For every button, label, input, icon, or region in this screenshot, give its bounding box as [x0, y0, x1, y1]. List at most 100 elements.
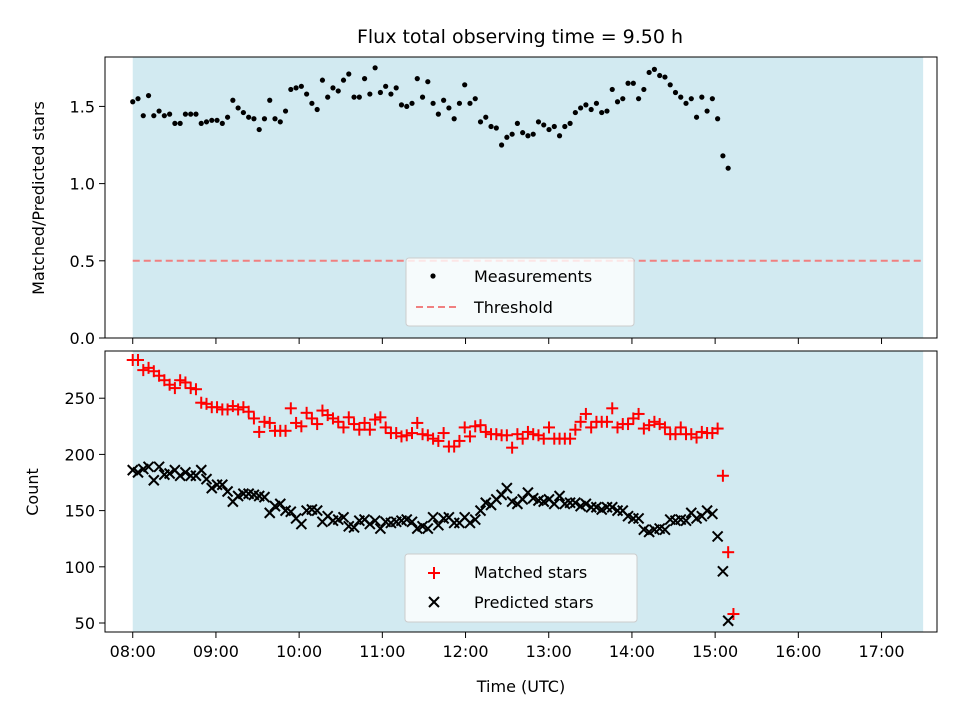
predicted-star-point — [148, 474, 160, 486]
measurement-point — [161, 113, 167, 119]
predicted-star-point — [142, 461, 155, 473]
measurement-point — [272, 116, 278, 122]
legend-matched-marker — [428, 567, 440, 579]
figure-title: Flux total observing time = 9.50 h — [357, 26, 683, 48]
matched-star-point — [406, 427, 419, 440]
measurement-point — [620, 96, 626, 102]
matched-star-point — [427, 432, 440, 445]
matched-star-point — [132, 353, 145, 366]
predicted-star-point — [701, 504, 713, 517]
measurement-point — [319, 77, 326, 83]
matched-star-point — [658, 421, 671, 434]
predicted-star-point — [569, 497, 582, 509]
measurement-point — [709, 96, 715, 102]
matched-star-point — [168, 382, 181, 395]
matched-star-point — [479, 425, 492, 438]
measurement-point — [340, 77, 347, 83]
measurement-point — [188, 111, 194, 117]
top-y-ticks: 0.0 0.5 1.0 1.5 — [70, 97, 105, 348]
matched-star-point — [279, 424, 292, 437]
measurement-point — [472, 96, 478, 102]
measurement-point — [214, 117, 220, 123]
matched-star-point — [500, 429, 513, 442]
y-tick-label: 0.5 — [70, 252, 95, 271]
matched-star-point — [695, 425, 708, 438]
measurement-point — [277, 119, 283, 125]
predicted-star-point — [427, 511, 439, 524]
matched-star-point — [574, 415, 587, 428]
matched-star-point — [247, 412, 260, 425]
predicted-star-point — [474, 504, 487, 517]
predicted-star-point — [179, 466, 192, 479]
measurement-point — [282, 108, 289, 114]
predicted-star-point — [722, 615, 734, 627]
measurement-point — [641, 86, 647, 93]
matched-star-point — [295, 420, 308, 433]
matched-star-point — [363, 423, 376, 436]
predicted-star-point — [680, 515, 692, 527]
top-legend: Measurements Threshold — [405, 257, 635, 327]
measurement-point — [430, 100, 436, 106]
matched-star-point — [137, 364, 150, 377]
measurement-point — [483, 114, 489, 120]
measurement-point — [346, 71, 352, 77]
matched-star-point — [453, 434, 466, 447]
measurement-point — [525, 133, 531, 139]
predicted-star-point — [311, 504, 323, 517]
measurement-point — [541, 122, 547, 128]
matched-star-point — [516, 432, 529, 445]
measurement-point — [578, 105, 584, 111]
matched-star-point — [337, 421, 350, 434]
measurement-point — [562, 123, 568, 130]
matched-star-point — [469, 420, 482, 433]
x-tick-label: 10:00 — [276, 642, 322, 661]
measurement-point — [556, 133, 563, 139]
measurement-point — [361, 76, 368, 82]
predicted-star-point — [632, 512, 645, 525]
matched-star-point — [300, 406, 313, 419]
predicted-star-point — [221, 485, 234, 498]
measurement-point — [172, 120, 178, 126]
measurement-point — [256, 126, 262, 133]
matched-star-point — [184, 382, 197, 395]
matched-star-point — [358, 416, 371, 429]
measurement-point — [309, 100, 315, 106]
measurement-point — [261, 116, 268, 122]
measurement-point — [651, 66, 657, 72]
measurement-point — [567, 120, 573, 126]
predicted-star-point — [580, 498, 592, 510]
measurement-point — [588, 106, 594, 113]
measurement-point — [130, 99, 136, 105]
x-tick-label: 16:00 — [775, 642, 821, 661]
matched-star-point — [189, 383, 202, 396]
x-tick-label: 09:00 — [193, 642, 239, 661]
y-tick-label: 1.0 — [70, 175, 95, 194]
predicted-star-point — [469, 513, 481, 526]
measurement-point — [219, 120, 225, 126]
top-legend-box — [405, 257, 635, 327]
matched-star-point — [506, 441, 519, 454]
predicted-star-point — [495, 489, 508, 501]
measurement-point — [314, 106, 320, 113]
measurement-point — [193, 111, 199, 117]
matched-star-point — [606, 402, 619, 415]
matched-star-point — [395, 430, 408, 443]
x-tick-label: 15:00 — [692, 642, 738, 661]
measurement-point — [720, 153, 726, 159]
measurement-point — [441, 97, 447, 103]
measurement-point — [546, 126, 552, 133]
matched-star-point — [622, 418, 635, 431]
measurement-point — [267, 97, 273, 103]
measurement-point — [351, 94, 357, 100]
matched-star-point — [727, 608, 740, 621]
measurement-point — [715, 116, 721, 122]
matched-star-point — [374, 411, 387, 424]
measurement-point — [625, 80, 631, 86]
measurement-point — [520, 130, 526, 136]
matched-star-point — [232, 403, 245, 416]
measurement-point — [235, 105, 241, 111]
predicted-star-point — [206, 482, 218, 494]
measurement-point — [609, 86, 615, 93]
measurement-point — [404, 103, 410, 110]
